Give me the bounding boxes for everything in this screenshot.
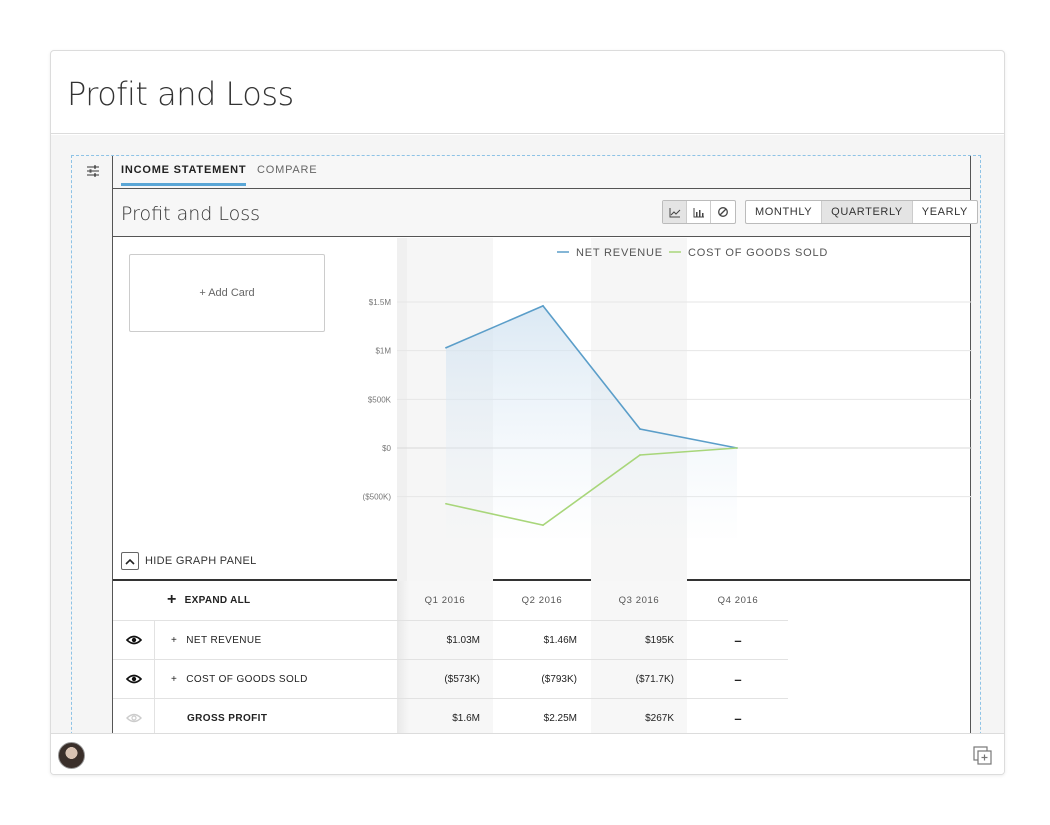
income-table: + EXPAND ALL Q1 2016 Q2 2016 Q3 2016 Q4 … xyxy=(113,581,970,733)
add-copy-icon[interactable] xyxy=(973,746,993,766)
legend-label: COST OF GOODS SOLD xyxy=(688,247,828,259)
row-label: GROSS PROFIT xyxy=(187,712,268,724)
bar-chart-button[interactable] xyxy=(687,201,711,223)
column-shade-q1 xyxy=(397,581,493,733)
table-cell: $1.46M xyxy=(543,634,577,646)
visibility-toggle[interactable] xyxy=(113,621,155,659)
table-cell: ($793K) xyxy=(541,673,577,685)
chevron-up-icon xyxy=(121,552,139,570)
line-chart: $1.5M $1M $500K $0 ($500K) NET REVENUE COST OF… xyxy=(363,238,972,581)
y-tick-label: $1M xyxy=(375,347,391,356)
plus-icon: + xyxy=(167,591,177,608)
eye-icon xyxy=(125,674,142,684)
report-panel: INCOME STATEMENT COMPARE Profit and Loss xyxy=(112,156,978,733)
bar-chart-icon xyxy=(693,207,704,217)
data-point xyxy=(639,428,641,430)
avatar[interactable] xyxy=(58,742,85,769)
cogs-line xyxy=(445,447,738,527)
data-point xyxy=(445,502,447,505)
table-cell: – xyxy=(734,632,742,648)
profit-loss-card: Profit and Loss INCOME STATEMENT COMPARE… xyxy=(50,50,1005,775)
data-point xyxy=(736,447,738,449)
no-chart-button[interactable] xyxy=(711,201,735,223)
row-label[interactable]: + NET REVENUE xyxy=(171,621,391,659)
add-card-button[interactable]: + Add Card xyxy=(129,254,325,332)
card-title: Profit and Loss xyxy=(67,75,294,113)
graph-panel: $1.5M $1M $500K $0 ($500K) NET REVENUE COST OF… xyxy=(113,238,972,581)
y-tick-label: ($500K) xyxy=(363,493,392,502)
report-header: Profit and Loss xyxy=(113,189,978,237)
table-row-net-revenue: + NET REVENUE $1.03M $1.46M $195K – xyxy=(113,621,788,660)
expand-all-label: EXPAND ALL xyxy=(184,594,251,606)
column-shade-q3 xyxy=(591,581,687,733)
line-chart-button[interactable] xyxy=(663,201,687,223)
column-header: Q2 2016 xyxy=(521,594,563,606)
line-chart-icon xyxy=(669,207,680,217)
data-point xyxy=(639,454,641,456)
card-body: INCOME STATEMENT COMPARE Profit and Loss xyxy=(51,135,1004,733)
table-cell: ($71.7K) xyxy=(635,673,674,685)
column-header: Q4 2016 xyxy=(717,594,759,606)
row-label-text: COST OF GOODS SOLD xyxy=(186,673,308,685)
row-label-text: NET REVENUE xyxy=(186,634,262,646)
table-row-gross-profit: GROSS PROFIT $1.6M $2.25M $267K – xyxy=(113,699,788,733)
y-tick-label: $500K xyxy=(368,395,392,404)
chart-type-toggle xyxy=(662,200,736,224)
column-header: Q1 2016 xyxy=(424,594,466,606)
table-cell: $2.25M xyxy=(543,712,577,724)
period-toggle: MONTHLY QUARTERLY YEARLY xyxy=(745,200,978,224)
table-cell: – xyxy=(734,671,742,687)
column-shade-edge xyxy=(397,238,407,581)
period-quarterly-button[interactable]: QUARTERLY xyxy=(822,201,913,223)
table-cell: – xyxy=(734,710,742,726)
data-point xyxy=(542,304,544,307)
legend-label: NET REVENUE xyxy=(576,247,663,259)
table-cell: $1.03M xyxy=(446,634,480,646)
settings-column xyxy=(72,156,112,733)
visibility-toggle[interactable] xyxy=(113,660,155,698)
expand-all-button[interactable]: + EXPAND ALL xyxy=(167,581,250,619)
net-revenue-line xyxy=(445,304,738,449)
table-cell: $1.6M xyxy=(452,712,480,724)
card-footer xyxy=(51,733,1004,774)
card-header: Profit and Loss xyxy=(51,51,1004,134)
table-row-cogs: + COST OF GOODS SOLD ($573K) ($793K) ($71… xyxy=(113,660,788,699)
settings-sliders-icon[interactable] xyxy=(86,164,100,178)
table-cell: $195K xyxy=(645,634,674,646)
period-monthly-button[interactable]: MONTHLY xyxy=(746,201,823,223)
tab-compare[interactable]: COMPARE xyxy=(257,164,318,176)
hide-graph-panel-label: HIDE GRAPH PANEL xyxy=(145,555,257,567)
table-header-row: + EXPAND ALL Q1 2016 Q2 2016 Q3 2016 Q4 … xyxy=(113,581,788,621)
widget-frame xyxy=(71,155,981,733)
row-expand-icon: + xyxy=(171,634,178,646)
y-tick-label: $0 xyxy=(382,444,391,453)
period-yearly-button[interactable]: YEARLY xyxy=(921,206,968,218)
visibility-toggle[interactable] xyxy=(113,699,155,733)
no-chart-icon xyxy=(718,207,728,217)
y-tick-label: $1.5M xyxy=(369,298,392,307)
table-cell: $267K xyxy=(645,712,674,724)
eye-icon xyxy=(125,635,142,645)
column-header: Q3 2016 xyxy=(618,594,660,606)
hide-graph-panel-button[interactable]: HIDE GRAPH PANEL xyxy=(121,552,257,570)
column-shade-edge xyxy=(397,581,409,733)
eye-icon xyxy=(125,713,142,723)
data-point xyxy=(542,524,544,527)
table-cell: ($573K) xyxy=(444,673,480,685)
report-title: Profit and Loss xyxy=(121,203,261,225)
data-point xyxy=(445,346,447,349)
row-expand-icon: + xyxy=(171,673,178,685)
row-label[interactable]: + COST OF GOODS SOLD xyxy=(171,660,391,698)
tab-income-statement[interactable]: INCOME STATEMENT xyxy=(121,164,247,186)
net-revenue-area xyxy=(446,305,737,538)
tab-bar: INCOME STATEMENT COMPARE xyxy=(113,156,970,189)
